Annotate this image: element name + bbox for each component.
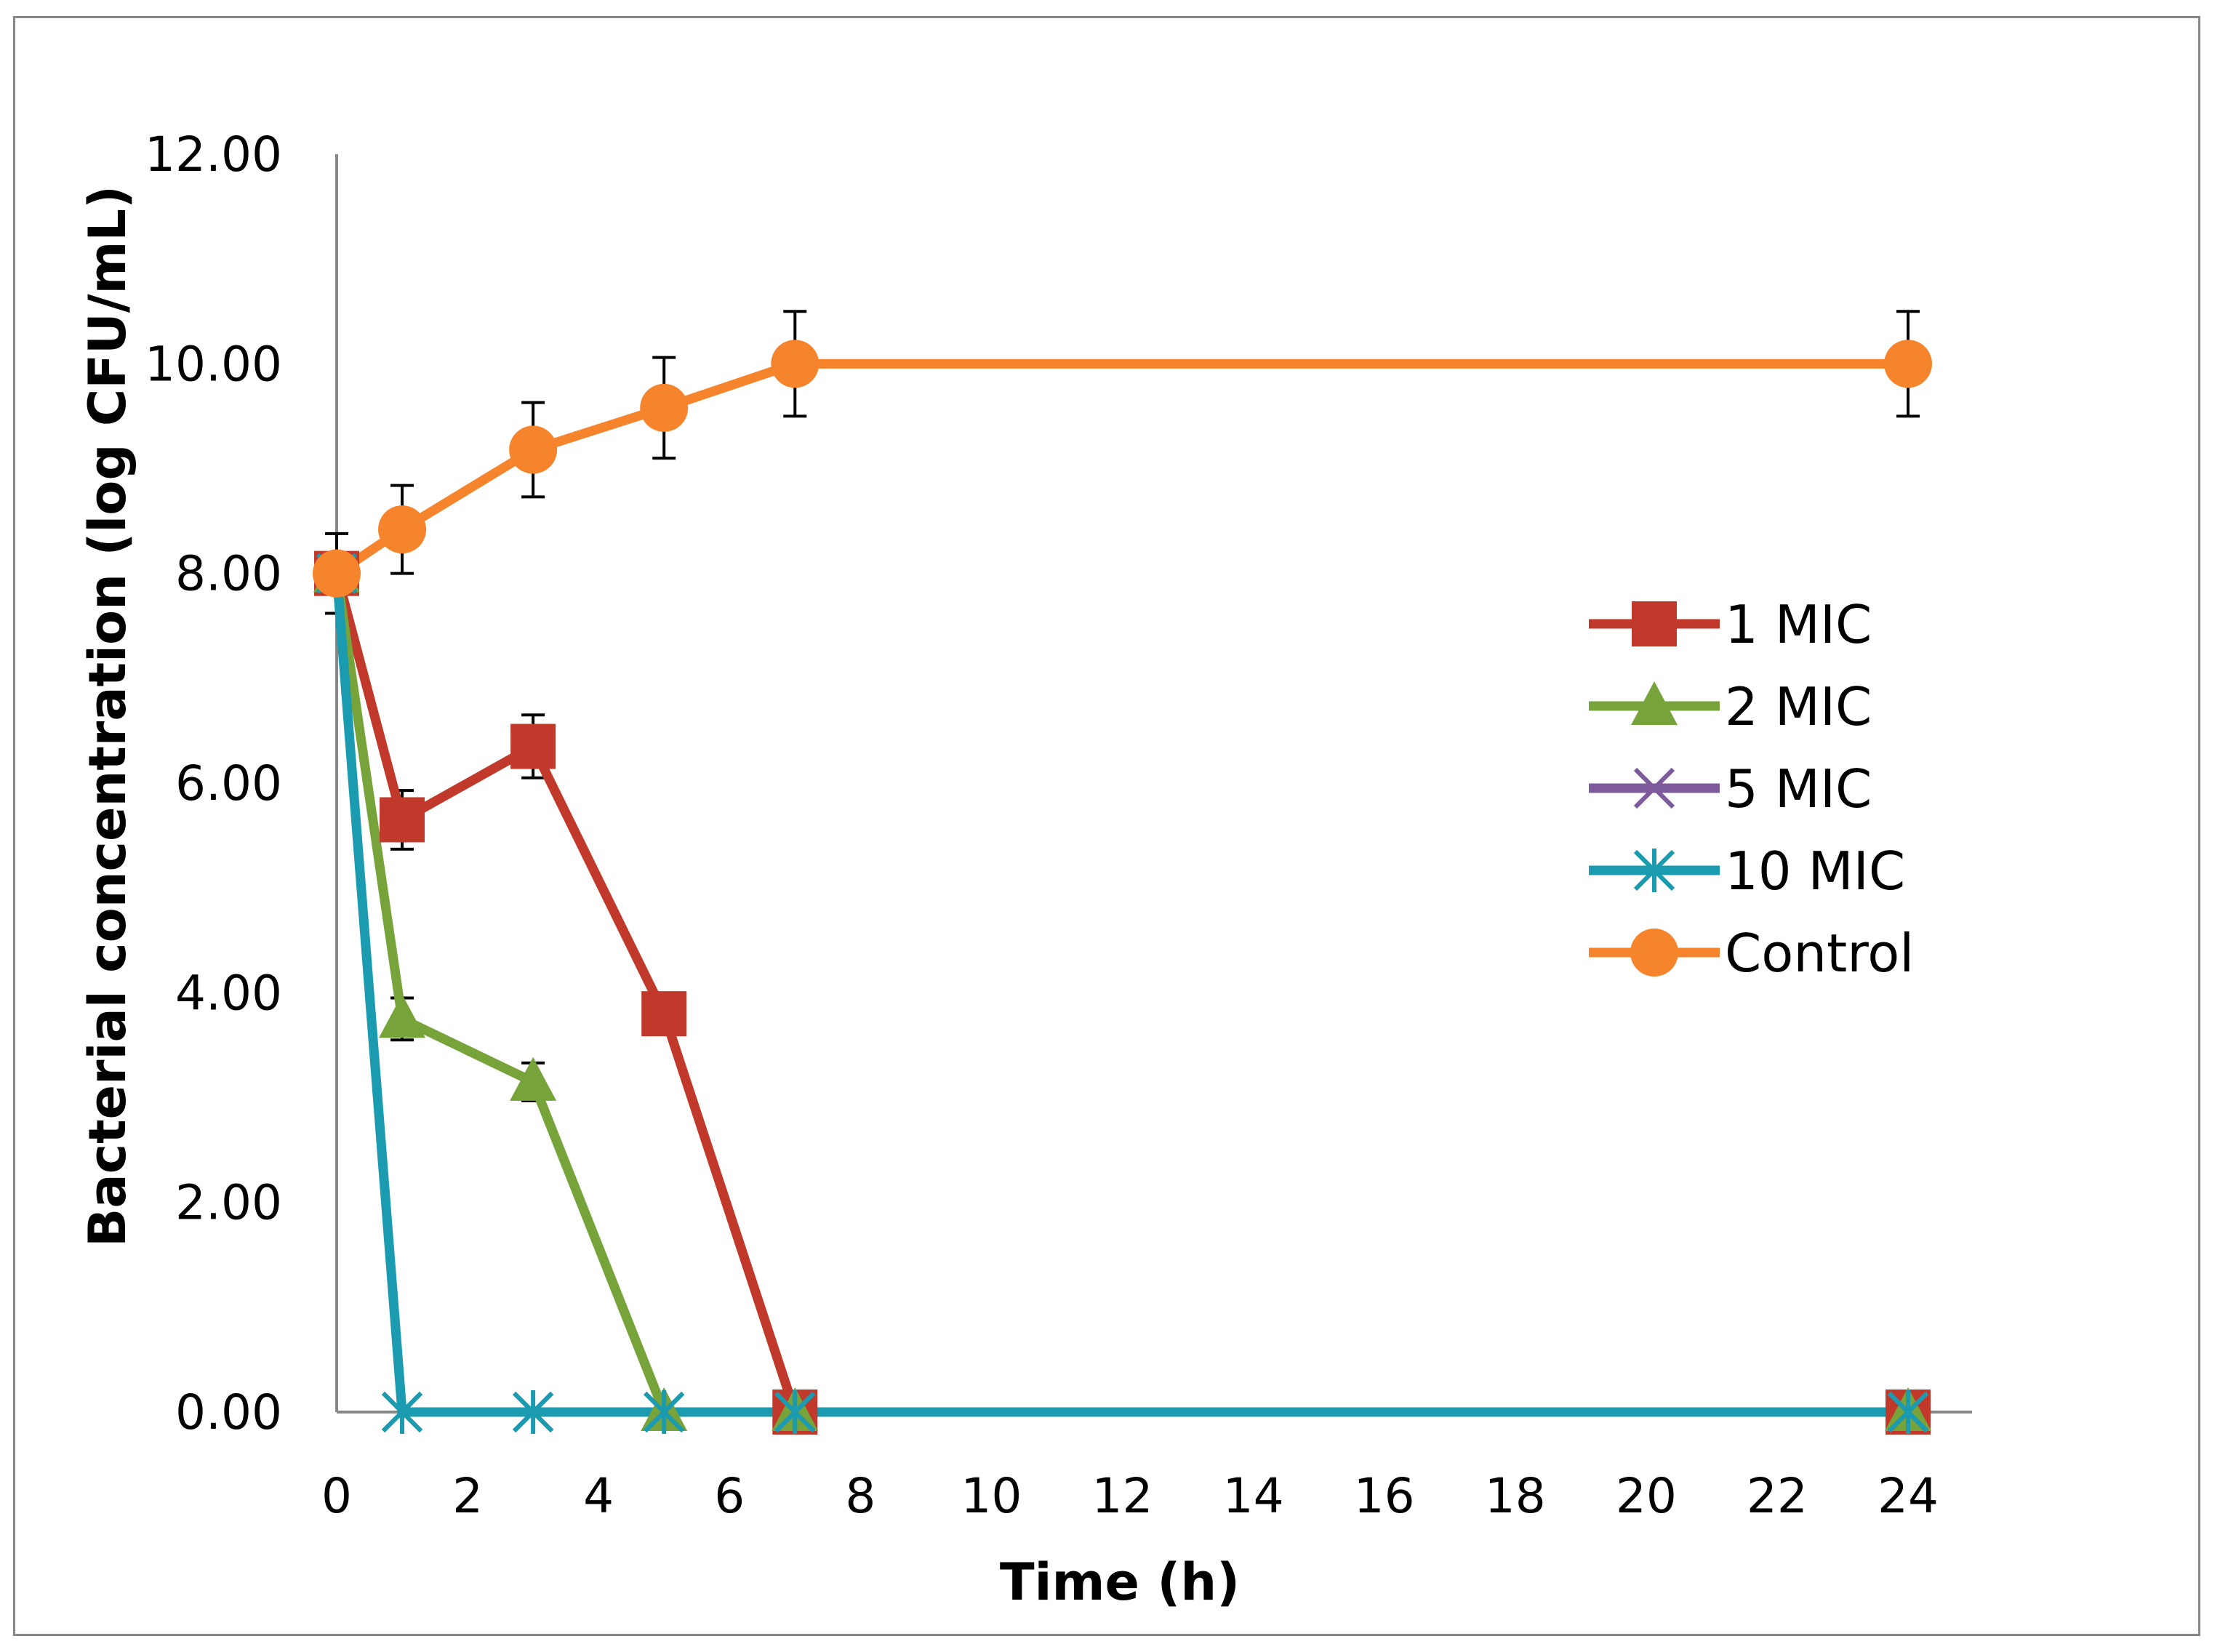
- legend-marker-2-mic: [1631, 681, 1678, 725]
- x-tick-label: 22: [1747, 1468, 1808, 1524]
- data-point-control: [1884, 340, 1932, 388]
- series-line-5-mic: [332, 573, 1908, 1416]
- legend-label-control: Control: [1725, 923, 1914, 984]
- data-point-control: [640, 383, 689, 432]
- data-point-1-mic: [510, 723, 556, 769]
- legend-marker-control: [1630, 929, 1678, 977]
- x-tick-label: 2: [452, 1468, 483, 1524]
- legend: 1 MIC 2 MIC 5 MIC 10 MIC Control: [1589, 594, 1914, 984]
- legend-label-10-mic: 10 MIC: [1725, 841, 1905, 902]
- y-tick-label: 4.00: [175, 965, 282, 1021]
- data-point-10-mic: [1887, 1390, 1929, 1434]
- x-tick-label: 24: [1878, 1468, 1939, 1524]
- data-point-1-mic: [641, 991, 687, 1037]
- data-point-control: [313, 549, 361, 598]
- y-tick-label: 10.00: [145, 336, 282, 392]
- y-tick-label: 12.00: [145, 127, 282, 183]
- series-line-2-mic: [332, 572, 1908, 1417]
- x-tick-label: 16: [1354, 1468, 1415, 1524]
- legend-label-1-mic: 1 MIC: [1725, 594, 1872, 655]
- x-tick-label: 20: [1616, 1468, 1677, 1524]
- y-tick-label: 0.00: [175, 1384, 282, 1440]
- x-tick-label: 8: [845, 1468, 875, 1524]
- y-tick-label: 6.00: [175, 755, 282, 811]
- data-point-10-mic: [513, 1390, 554, 1434]
- data-point-control: [378, 505, 427, 554]
- legend-marker-1-mic: [1632, 601, 1677, 646]
- data-point-control: [509, 425, 558, 474]
- chart-frame: [13, 16, 2200, 1636]
- x-tick-label: 4: [583, 1468, 614, 1524]
- series-line-10-mic: [332, 573, 1908, 1417]
- x-tick-label: 6: [714, 1468, 745, 1524]
- legend-label-5-mic: 5 MIC: [1725, 758, 1872, 819]
- series-line-1-mic: [332, 572, 1908, 1417]
- data-point-10-mic: [381, 1390, 423, 1434]
- y-axis-title: Bacterial concentration (log CFU/mL): [78, 185, 137, 1247]
- legend-marker-10-mic: [1633, 849, 1675, 892]
- data-point-10-mic: [644, 1390, 685, 1434]
- y-tick-label: 8.00: [175, 546, 282, 602]
- data-point-2-mic: [379, 994, 426, 1038]
- legend-marker-5-mic: [1633, 767, 1675, 809]
- series-line-control: [334, 358, 1908, 578]
- series-markers: [313, 340, 1932, 1435]
- x-tick-label: 10: [961, 1468, 1022, 1524]
- x-tick-label: 18: [1485, 1468, 1546, 1524]
- x-tick-label: 14: [1223, 1468, 1284, 1524]
- data-point-control: [771, 340, 820, 388]
- data-point-2-mic: [510, 1056, 557, 1101]
- data-point-1-mic: [380, 797, 425, 843]
- y-tick-label: 2.00: [175, 1175, 282, 1231]
- legend-label-2-mic: 2 MIC: [1725, 676, 1872, 737]
- x-tick-label: 12: [1092, 1468, 1153, 1524]
- x-axis-title: Time (h): [1000, 1552, 1240, 1612]
- x-tick-label: 0: [321, 1468, 352, 1524]
- data-point-10-mic: [774, 1390, 816, 1434]
